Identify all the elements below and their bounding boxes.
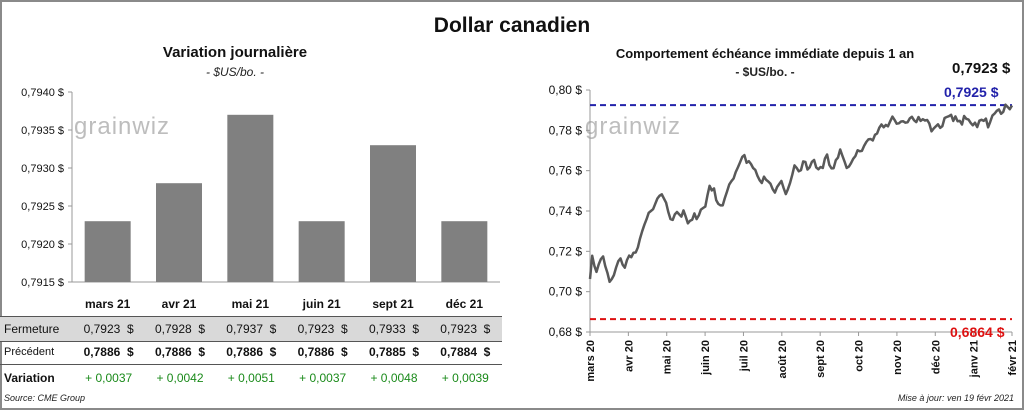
table-cell: + 0,0042 bbox=[156, 371, 204, 385]
bar bbox=[156, 183, 202, 282]
line-xtick-label: juin 20 bbox=[700, 340, 712, 376]
line-xtick-label: déc 20 bbox=[930, 340, 942, 374]
line-xtick-label: mars 20 bbox=[585, 340, 597, 382]
line-ytick-label: 0,80 $ bbox=[549, 83, 583, 97]
line-xtick-label: août 20 bbox=[777, 340, 789, 379]
table-cell: 0,7937 $ bbox=[226, 322, 277, 336]
table-row-label: Variation bbox=[4, 371, 55, 385]
right-chart-title: Comportement échéance immédiate depuis 1… bbox=[615, 46, 915, 61]
table-cell: 0,7886 $ bbox=[154, 345, 206, 359]
page-title: Dollar canadien bbox=[433, 14, 591, 37]
bar-ytick-label: 0,7935 $ bbox=[21, 125, 64, 137]
line-ytick-label: 0,78 $ bbox=[549, 123, 583, 137]
table-cell: 0,7923 $ bbox=[297, 322, 348, 336]
bar bbox=[84, 221, 131, 282]
left-chart-title: Variation journalière bbox=[162, 44, 308, 61]
table-row: Variation + 0,0037 + 0,0042 + 0,0051 + 0,003… bbox=[0, 366, 502, 390]
bar bbox=[298, 221, 345, 282]
right-watermark: grainwiz bbox=[585, 113, 682, 140]
table-row: Précédent 0,7886 $ 0,7886 $ 0,7886 $ 0,7886 … bbox=[0, 340, 502, 365]
line-xtick-label: mai 20 bbox=[662, 340, 674, 374]
bar-ytick-label: 0,7915 $ bbox=[21, 277, 64, 289]
updated-note: Mise à jour: ven 19 févr 2021 bbox=[897, 393, 1014, 403]
table-cell: 0,7886 $ bbox=[226, 345, 277, 359]
bar bbox=[370, 145, 416, 282]
line-xtick-label: juil 20 bbox=[738, 340, 750, 372]
table-cell: 0,7923 $ bbox=[83, 322, 134, 336]
bar bbox=[227, 114, 274, 282]
right-chart-subtitle: - $US/bo. - bbox=[735, 65, 795, 79]
line-xtick-label: sept 20 bbox=[815, 340, 827, 378]
table-cell: + 0,0037 bbox=[85, 371, 133, 385]
bar-category-label: mai 21 bbox=[232, 297, 270, 311]
table-cell: + 0,0051 bbox=[227, 371, 275, 385]
table-cell: + 0,0037 bbox=[299, 371, 347, 385]
line-xtick-label: janv 21 bbox=[969, 340, 981, 378]
table-row: Fermeture 0,7923 $ 0,7928 $ 0,7937 $ 0,7923 … bbox=[0, 316, 502, 342]
bar bbox=[441, 221, 488, 282]
line-ytick-label: 0,72 $ bbox=[549, 244, 583, 258]
line-xtick-label: avr 20 bbox=[623, 340, 635, 372]
bar-category-label: juin 21 bbox=[302, 297, 341, 311]
table-cell: + 0,0048 bbox=[370, 371, 418, 385]
bar-category-label: sept 21 bbox=[372, 297, 414, 311]
line-chart: 0,68 $ 0,70 $ 0,72 $ 0,74 $ 0,76 $ 0,78 $ 0,80… bbox=[549, 83, 1019, 382]
table-cell: 0,7885 $ bbox=[368, 345, 420, 359]
bar-ytick-label: 0,7925 $ bbox=[21, 201, 64, 213]
table-row-label: Précédent bbox=[4, 346, 55, 358]
line-ytick-label: 0,74 $ bbox=[549, 204, 583, 218]
table-cell: 0,7884 $ bbox=[440, 345, 491, 359]
line-xtick-label: oct 20 bbox=[854, 340, 866, 372]
line-xtick-label: févr 21 bbox=[1007, 340, 1019, 375]
table-cell: 0,7886 $ bbox=[297, 345, 348, 359]
price-series-line bbox=[588, 103, 1014, 284]
bar-ytick-label: 0,7920 $ bbox=[21, 239, 64, 251]
last-value-label: 0,7923 $ bbox=[952, 60, 1011, 77]
left-chart-subtitle: - $US/bo. - bbox=[205, 65, 265, 79]
bar-ytick-label: 0,7940 $ bbox=[21, 87, 64, 99]
table-cell: 0,7933 $ bbox=[368, 322, 420, 336]
line-ytick-label: 0,68 $ bbox=[549, 325, 583, 339]
low-value-label: 0,6864 $ bbox=[950, 324, 1005, 340]
table-cell: + 0,0039 bbox=[441, 371, 489, 385]
left-watermark: grainwiz bbox=[74, 113, 171, 140]
bar-category-label: déc 21 bbox=[446, 297, 484, 311]
line-ytick-label: 0,76 $ bbox=[549, 164, 583, 178]
table-row-label: Fermeture bbox=[4, 322, 60, 336]
table-cell: 0,7928 $ bbox=[154, 322, 206, 336]
bar-chart: 0,7915 $ 0,7920 $ 0,7925 $ 0,7930 $ 0,7935 $… bbox=[21, 87, 500, 311]
table-cell: 0,7886 $ bbox=[83, 345, 134, 359]
bar-category-label: avr 21 bbox=[162, 297, 197, 311]
source-note: Source: CME Group bbox=[4, 393, 86, 403]
high-value-label: 0,7925 $ bbox=[944, 84, 999, 100]
table-cell: 0,7923 $ bbox=[440, 322, 491, 336]
line-ytick-label: 0,70 $ bbox=[549, 285, 583, 299]
line-xtick-label: nov 20 bbox=[892, 340, 904, 375]
bar-category-label: mars 21 bbox=[85, 297, 131, 311]
bar-ytick-label: 0,7930 $ bbox=[21, 163, 64, 175]
